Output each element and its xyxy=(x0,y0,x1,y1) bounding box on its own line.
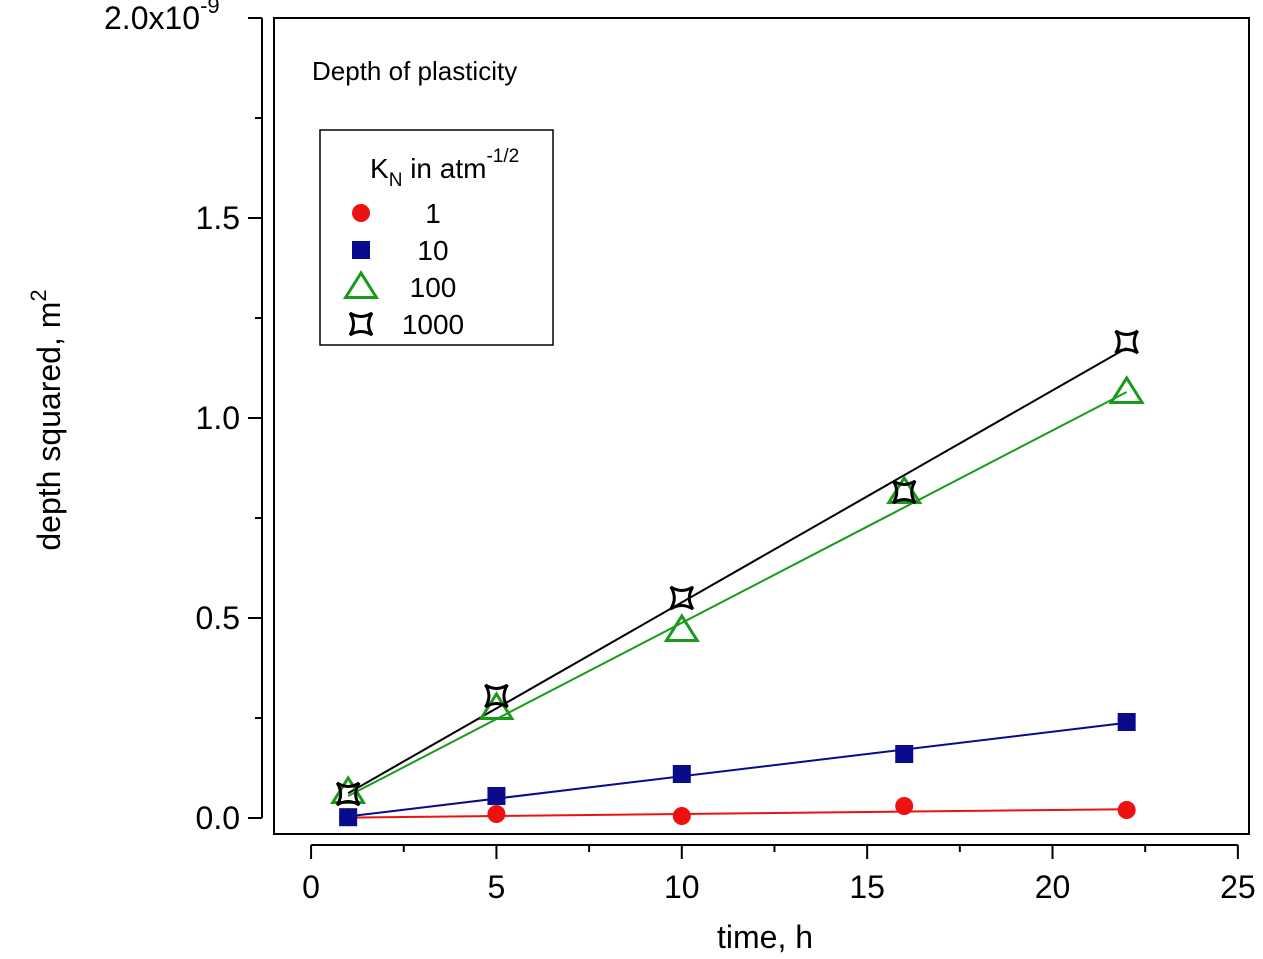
x-tick-label: 25 xyxy=(1220,869,1256,905)
legend-marker-10 xyxy=(352,241,370,259)
x-tick-label: 20 xyxy=(1035,869,1071,905)
legend-marker-1000 xyxy=(348,311,374,337)
point-1000 xyxy=(484,683,509,709)
point-10 xyxy=(672,765,691,783)
point-1 xyxy=(487,805,506,823)
legend-label-1000: 1000 xyxy=(402,309,464,340)
y-axis-label-group: depth squared, m2 xyxy=(26,289,67,550)
svg-text:KN in atm-1/2: KN in atm-1/2 xyxy=(370,146,519,191)
y-axis-label: depth squared, m xyxy=(31,302,67,551)
y-tick-label: 0.0 xyxy=(196,800,240,836)
point-10 xyxy=(487,787,506,805)
legend-title-sub: N xyxy=(389,170,403,191)
y-top-tick-base: 2.0x10 xyxy=(104,0,200,36)
legend-label-100: 100 xyxy=(410,272,457,303)
legend-label-10: 10 xyxy=(417,235,448,266)
point-100 xyxy=(1108,375,1145,404)
svg-text:depth squared, m2: depth squared, m2 xyxy=(26,289,67,550)
x-axis-label: time, h xyxy=(717,919,813,955)
x-tick-label: 15 xyxy=(849,869,885,905)
point-100 xyxy=(663,613,700,642)
y-top-tick-exp: -9 xyxy=(200,0,220,18)
legend-label-1: 1 xyxy=(425,198,441,229)
x-tick-label: 0 xyxy=(302,869,320,905)
x-tick-label: 5 xyxy=(488,869,506,905)
point-1 xyxy=(672,807,691,825)
point-10 xyxy=(1117,713,1136,731)
y-tick-label: 1.0 xyxy=(196,400,240,436)
point-1000 xyxy=(891,479,917,505)
point-1000 xyxy=(1114,329,1139,355)
fit-line-100 xyxy=(347,391,1128,797)
chart-title: Depth of plasticity xyxy=(312,56,517,86)
legend-box xyxy=(319,129,554,346)
legend-title: K xyxy=(370,153,389,184)
y-top-tick-label: 2.0x10-9 xyxy=(104,0,220,36)
fit-line-1 xyxy=(348,808,1127,819)
y-tick-label: 0.5 xyxy=(196,600,240,636)
x-tick-label: 10 xyxy=(664,869,700,905)
fit-line-1000 xyxy=(347,347,1128,795)
point-1000 xyxy=(335,781,361,807)
point-1000 xyxy=(669,585,695,611)
legend-marker-1 xyxy=(352,204,370,222)
y-axis: 0.0 0.5 1.0 1.5 2.0x10-9 xyxy=(104,0,263,836)
fit-line-10 xyxy=(348,721,1127,818)
fit-lines xyxy=(347,347,1128,819)
legend: KN in atm-1/2 1 10 100 1000 xyxy=(319,129,554,346)
point-10 xyxy=(339,808,358,827)
x-axis: 0 5 10 15 20 25 xyxy=(302,844,1256,905)
legend-marker-100 xyxy=(342,270,380,299)
legend-title-sup: -1/2 xyxy=(486,146,519,167)
point-1 xyxy=(1117,801,1136,819)
legend-title-rest: in atm xyxy=(402,153,486,184)
y-axis-label-sup: 2 xyxy=(26,289,51,301)
data-markers xyxy=(330,329,1145,827)
point-1 xyxy=(895,797,914,815)
plot-frame xyxy=(273,17,1250,835)
point-10 xyxy=(895,745,914,763)
y-tick-label: 1.5 xyxy=(196,200,240,236)
